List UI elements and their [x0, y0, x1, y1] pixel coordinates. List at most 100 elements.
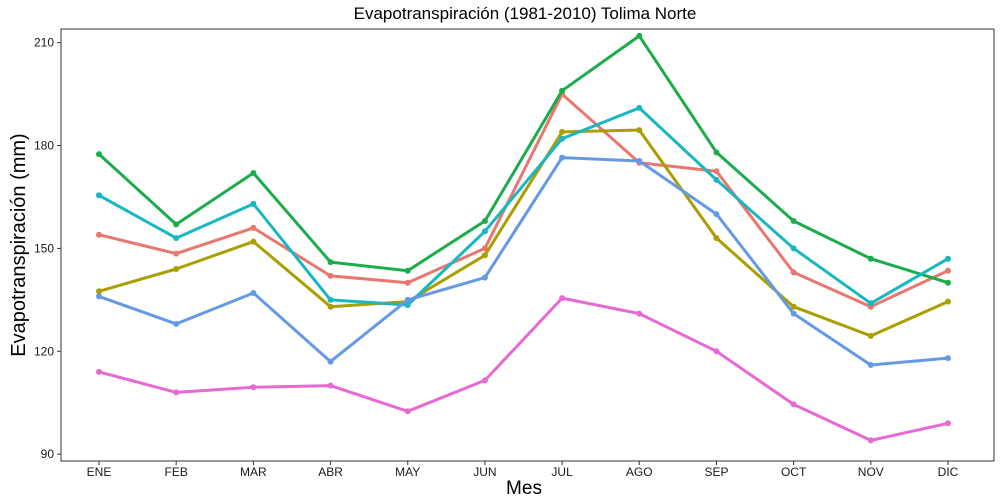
data-point — [790, 218, 797, 224]
data-point — [173, 250, 180, 257]
y-tick-label: 90 — [41, 447, 55, 461]
data-point — [867, 300, 874, 307]
data-point — [790, 401, 797, 408]
data-point — [404, 408, 411, 415]
data-point — [867, 362, 874, 368]
series-layer — [96, 32, 951, 444]
x-tick-label: MAR — [240, 465, 267, 479]
data-point — [327, 382, 334, 389]
data-point — [481, 245, 488, 252]
series-6 — [96, 295, 951, 444]
data-point — [96, 288, 102, 295]
data-point — [250, 170, 257, 176]
x-tick-label: ENE — [87, 465, 112, 479]
data-point — [327, 259, 334, 266]
data-point — [790, 269, 797, 276]
data-point — [404, 267, 411, 274]
data-point — [636, 310, 643, 317]
x-tick-label: JUL — [551, 465, 573, 479]
series-line — [97, 92, 950, 309]
y-tick-label: 180 — [34, 139, 54, 153]
x-axis: ENE FEB MAR ABR MAY JUN JUL AGO SEP OCT NOV DIC — [87, 461, 959, 479]
data-point — [404, 302, 411, 308]
data-point — [327, 303, 334, 310]
x-tick-label: NOV — [858, 465, 884, 479]
y-tick-label: 210 — [34, 36, 54, 50]
data-point — [945, 255, 951, 262]
data-point — [481, 228, 488, 235]
data-point — [250, 200, 257, 207]
data-point — [481, 377, 488, 384]
series-line — [97, 296, 950, 442]
data-point — [559, 87, 566, 94]
data-point — [559, 295, 566, 302]
y-tick-label: 120 — [34, 344, 54, 358]
data-point — [481, 274, 488, 281]
x-axis-title: Mes — [506, 478, 542, 499]
data-point — [713, 168, 720, 175]
data-point — [713, 149, 720, 156]
data-point — [636, 32, 643, 39]
series-1 — [96, 91, 951, 310]
data-point — [404, 296, 411, 303]
data-point — [173, 221, 180, 228]
data-point — [945, 279, 951, 286]
data-point — [945, 420, 951, 427]
data-point — [713, 176, 720, 183]
data-point — [559, 154, 566, 161]
chart-title: Evapotranspiración (1981-2010) Tolima No… — [354, 4, 697, 23]
data-point — [250, 238, 257, 245]
data-point — [250, 290, 257, 296]
data-point — [559, 135, 566, 142]
data-point — [96, 368, 102, 375]
data-point — [636, 127, 643, 134]
data-point — [173, 235, 180, 242]
series-3 — [96, 32, 951, 286]
data-point — [327, 296, 334, 303]
data-point — [173, 320, 180, 327]
y-tick-label: 150 — [34, 241, 54, 255]
data-point — [636, 158, 643, 164]
data-point — [327, 272, 334, 279]
data-point — [96, 192, 102, 199]
data-point — [945, 267, 951, 274]
data-point — [173, 389, 180, 396]
series-line — [97, 156, 950, 367]
data-point — [327, 358, 334, 365]
data-point — [713, 211, 720, 218]
series-2 — [96, 127, 951, 339]
series-4 — [96, 104, 951, 308]
x-tick-label: SEP — [704, 465, 728, 479]
data-point — [867, 255, 874, 262]
data-point — [96, 293, 102, 300]
data-point — [96, 151, 102, 158]
x-tick-label: ABR — [318, 465, 343, 479]
y-axis: 90 120 150 180 210 — [34, 36, 61, 461]
series-line — [97, 106, 950, 307]
x-tick-label: JUN — [473, 465, 496, 479]
data-point — [250, 384, 257, 391]
series-5 — [96, 154, 951, 368]
x-tick-label: OCT — [781, 465, 807, 479]
y-axis-title: Evapotranspiración (mm) — [8, 133, 30, 356]
data-point — [713, 348, 720, 355]
data-point — [404, 279, 411, 286]
x-tick-label: AGO — [626, 465, 653, 479]
x-tick-label: MAY — [395, 465, 420, 479]
data-point — [790, 310, 797, 317]
data-point — [96, 231, 102, 238]
data-point — [945, 298, 951, 305]
data-point — [250, 224, 257, 231]
data-point — [173, 266, 180, 272]
data-point — [867, 437, 874, 444]
data-point — [790, 245, 797, 252]
data-point — [559, 128, 566, 135]
data-point — [481, 218, 488, 224]
data-point — [481, 252, 488, 259]
data-point — [945, 355, 951, 362]
data-point — [790, 303, 797, 310]
data-point — [713, 235, 720, 242]
data-point — [636, 104, 643, 111]
series-line — [97, 34, 950, 285]
